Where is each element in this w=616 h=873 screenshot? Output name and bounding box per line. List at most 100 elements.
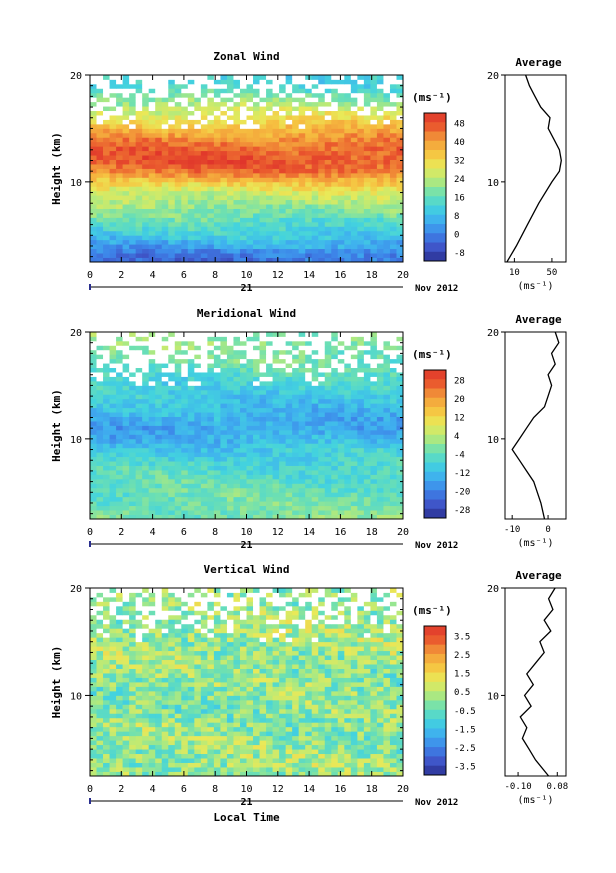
heatmap-cell: [324, 115, 332, 120]
heatmap-cell: [396, 239, 404, 245]
heatmap-cell: [370, 496, 378, 502]
heatmap-cell: [305, 101, 313, 107]
colorbar-swatch: [424, 140, 446, 151]
heatmap-cell: [259, 762, 267, 768]
heatmap-cell: [350, 767, 358, 772]
heatmap-cell: [109, 257, 117, 263]
heatmap-cell: [207, 195, 215, 201]
heatmap-cell: [246, 190, 254, 196]
heatmap-cell: [272, 132, 280, 138]
heatmap-cell: [96, 150, 104, 156]
heatmap-cell: [370, 380, 378, 386]
heatmap-cell: [285, 726, 293, 732]
heatmap-cell: [396, 115, 404, 120]
heatmap-cell: [383, 75, 391, 80]
heatmap-cell: [370, 487, 378, 493]
heatmap-cell: [292, 168, 300, 174]
heatmap-cell: [135, 257, 143, 263]
heatmap-cell: [376, 478, 384, 484]
heatmap-cell: [187, 505, 195, 511]
heatmap-cell: [122, 416, 130, 422]
heatmap-cell: [148, 758, 156, 763]
heatmap-cell: [383, 771, 391, 777]
heatmap-cell: [142, 501, 150, 507]
heatmap-cell: [285, 141, 293, 147]
heatmap-cell: [350, 332, 358, 337]
heatmap-cell: [161, 492, 169, 498]
heatmap-cell: [266, 385, 273, 391]
heatmap-cell: [142, 75, 150, 80]
heatmap-cell: [311, 92, 319, 98]
heatmap-cell: [383, 141, 391, 147]
heatmap-cell: [272, 208, 280, 214]
heatmap-cell: [135, 447, 143, 453]
heatmap-cell: [155, 501, 163, 507]
heatmap-cell: [259, 128, 267, 134]
heatmap-cell: [279, 394, 287, 400]
heatmap-cell: [168, 452, 176, 458]
heatmap-cell: [253, 128, 260, 134]
heatmap-cell: [142, 385, 150, 391]
heatmap-cell: [376, 155, 384, 160]
heatmap-cell: [174, 128, 182, 134]
heatmap-cell: [122, 213, 130, 218]
heatmap-cell: [122, 389, 130, 395]
heatmap-cell: [396, 190, 404, 196]
heatmap-cell: [96, 767, 104, 772]
heatmap-cell: [194, 97, 202, 103]
heatmap-cell: [389, 470, 397, 475]
heatmap-cell: [200, 141, 208, 147]
heatmap-cell: [213, 340, 221, 346]
heatmap-cell: [253, 190, 260, 196]
heatmap-cell: [363, 385, 371, 391]
heatmap-cell: [233, 164, 241, 169]
heatmap-cell: [337, 474, 345, 480]
heatmap-cell: [96, 421, 104, 426]
heatmap-cell: [266, 744, 273, 750]
heatmap-cell: [272, 257, 280, 263]
heatmap-cell: [122, 398, 130, 404]
heatmap-cell: [187, 244, 195, 250]
heatmap-cell: [357, 726, 365, 732]
heatmap-cell: [161, 740, 169, 746]
heatmap-cell: [298, 230, 306, 236]
heatmap-cell: [298, 496, 306, 502]
heatmap-cell: [194, 181, 202, 187]
heatmap-cell: [174, 336, 182, 342]
heatmap-cell: [174, 190, 182, 196]
heatmap-cell: [109, 190, 117, 196]
heatmap-cell: [350, 363, 358, 369]
heatmap-cell: [389, 394, 397, 400]
heatmap-cell: [363, 394, 371, 400]
heatmap-cell: [103, 345, 110, 351]
heatmap-cell: [318, 478, 326, 484]
heatmap-cell: [350, 199, 358, 205]
heatmap-cell: [357, 97, 365, 103]
heatmap-cell: [129, 358, 137, 364]
heatmap-cell: [324, 461, 332, 466]
heatmap-cell: [116, 349, 123, 355]
heatmap-cell: [318, 762, 326, 768]
heatmap-cell: [90, 204, 97, 209]
heatmap-cell: [239, 434, 247, 440]
heatmap-cell: [370, 425, 378, 431]
heatmap-cell: [187, 398, 195, 404]
heatmap-cell: [279, 168, 287, 174]
heatmap-cell: [109, 128, 117, 134]
heatmap-cell: [318, 740, 326, 746]
heatmap-cell: [324, 208, 332, 214]
heatmap-cell: [246, 425, 254, 431]
heatmap-cell: [187, 465, 195, 471]
heatmap-cell: [122, 465, 130, 471]
heatmap-cell: [396, 510, 404, 515]
heatmap-cell: [161, 253, 169, 258]
heatmap-cell: [213, 358, 221, 364]
heatmap-cell: [239, 195, 247, 201]
heatmap-cell: [259, 79, 267, 85]
heatmap-cell: [207, 465, 215, 471]
heatmap-cell: [187, 461, 195, 466]
heatmap-cell: [363, 164, 371, 169]
heatmap-cell: [298, 708, 306, 714]
heatmap-cell: [135, 164, 143, 169]
